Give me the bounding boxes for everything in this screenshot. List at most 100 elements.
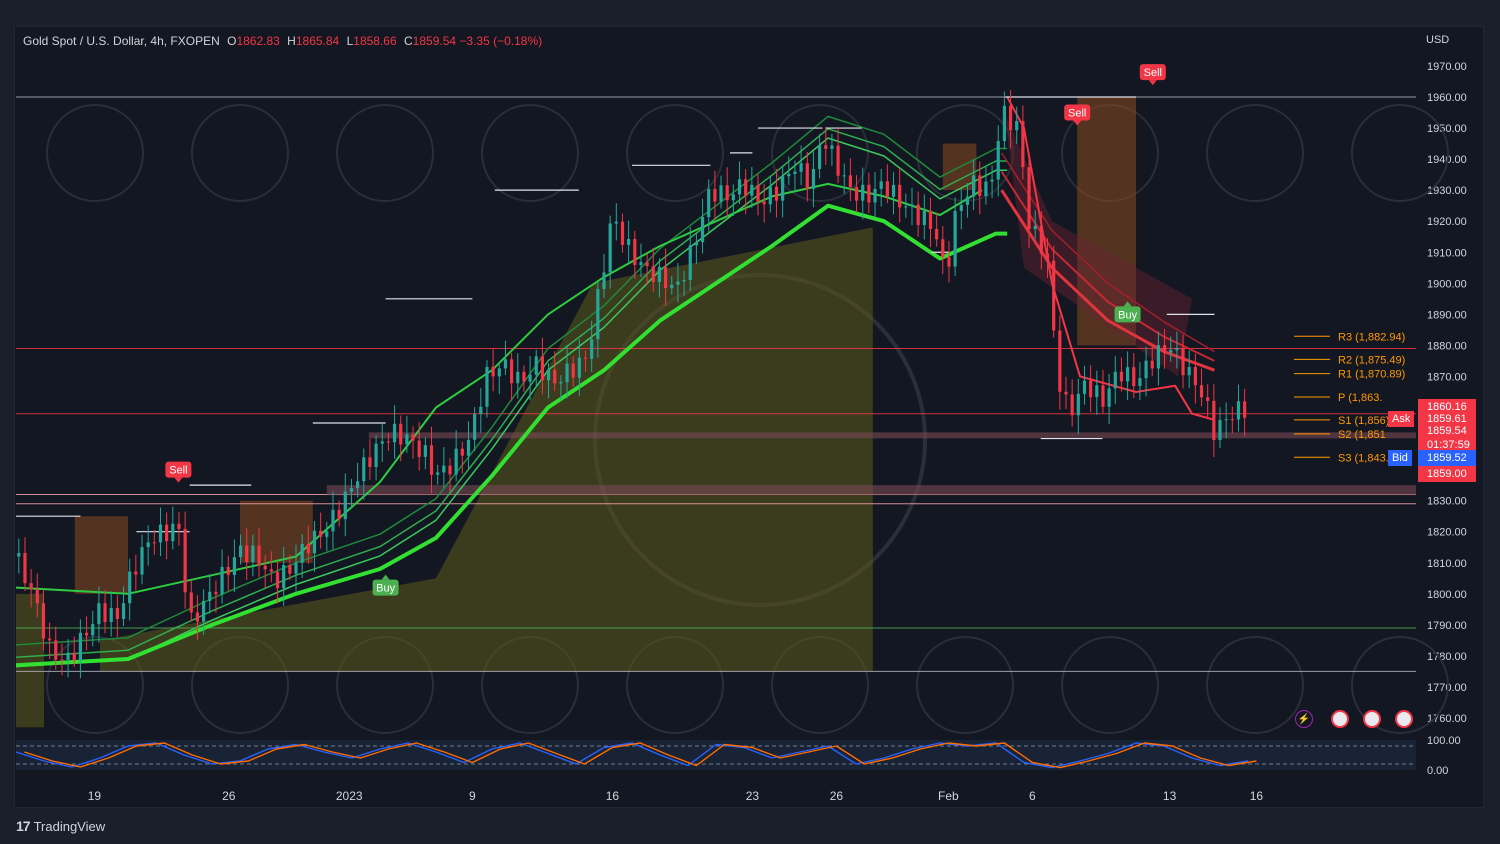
candle-body (756, 184, 760, 202)
pivot-label: P (1,863. (1338, 392, 1382, 404)
candle-body (707, 188, 711, 218)
candle-body (1126, 367, 1130, 382)
candle-body (1243, 401, 1247, 418)
change-value: −3.35 (−0.18%) (459, 34, 543, 48)
candle-body (731, 194, 735, 201)
candle-body (189, 592, 193, 613)
y-tick-label: 1810.00 (1427, 558, 1467, 570)
candle-body (423, 445, 427, 457)
candle-body (583, 357, 588, 359)
candle-body (750, 184, 754, 196)
us-flag-icon[interactable] (1363, 710, 1381, 728)
price-tag: 1859.00 (1418, 466, 1476, 483)
candle-body (466, 439, 471, 456)
candle-body (399, 423, 403, 445)
candle-body (540, 356, 544, 381)
candle-body (1175, 347, 1179, 351)
sell-signal[interactable]: Sell (1139, 64, 1166, 86)
candle-body (885, 181, 889, 197)
candle-body (1113, 371, 1117, 389)
candle-body (1027, 167, 1031, 230)
candle-body (312, 530, 317, 554)
ema-ribbon-line (15, 137, 1008, 668)
candle-body (1236, 401, 1241, 420)
candle-body (1045, 253, 1050, 261)
candle-body (873, 188, 877, 203)
candle-body (805, 163, 809, 189)
candle-body (362, 457, 366, 482)
y-tick-label: 1890.00 (1427, 309, 1467, 321)
candle-body (516, 371, 520, 384)
candle-body (158, 524, 163, 543)
shaded-zone (74, 516, 128, 594)
y-tick-label: 1870.00 (1427, 371, 1467, 383)
candle-body (497, 368, 501, 377)
ema-long-line (15, 203, 1008, 668)
candle-body (1089, 380, 1093, 398)
candle-body (214, 591, 218, 595)
candle-body (429, 445, 434, 475)
price-tag: 1859.52 (1418, 449, 1476, 466)
candle-body (220, 566, 224, 595)
candle-body (1070, 394, 1074, 416)
sell-signal[interactable]: Sell (165, 461, 192, 483)
brand-name: TradingView (33, 818, 106, 834)
candle-body (115, 607, 119, 620)
tv-logo-icon: 17 (16, 818, 31, 834)
candle-body (17, 552, 21, 557)
tradingview-logo[interactable]: 17 TradingView (16, 818, 105, 834)
y-tick-label: 1970.00 (1427, 61, 1467, 73)
buy-signal[interactable]: Buy (1114, 301, 1141, 323)
us-flag-icon[interactable] (1395, 710, 1413, 728)
candle-body (1169, 350, 1173, 353)
ohlc-legend: Gold Spot / U.S. Dollar, 4h, FXOPEN O186… (23, 34, 542, 48)
sell-signal[interactable]: Sell (1064, 104, 1091, 126)
candle-body (165, 524, 169, 542)
candle-body (559, 382, 563, 384)
candle-body (386, 441, 390, 443)
candle-body (534, 356, 538, 375)
watermark-seal (336, 104, 434, 202)
oscillator-d-line (24, 742, 1257, 769)
candle-body (590, 339, 594, 359)
candle-body (842, 175, 846, 177)
candle-body (448, 465, 452, 475)
signal-label: Sell (1144, 67, 1162, 79)
currency-label: USD (1426, 34, 1450, 46)
candle-body (152, 542, 156, 544)
oscillator-axis-label: 100.00 (1427, 735, 1461, 747)
candle-body (417, 440, 421, 457)
candle-body (245, 545, 249, 563)
candle-body (356, 481, 360, 489)
candle-body (972, 175, 976, 197)
candle-body (331, 509, 335, 532)
watermark-seal (916, 636, 1014, 734)
candle-body (282, 565, 286, 589)
candle-body (1132, 367, 1136, 387)
candle-body (984, 181, 988, 197)
symbol-title: Gold Spot / U.S. Dollar, 4h, FXOPEN (23, 34, 220, 48)
y-tick-label: 1910.00 (1427, 247, 1467, 259)
x-tick-label: 16 (1250, 789, 1264, 803)
ema-ribbon-line (15, 128, 1008, 659)
candle-body (627, 239, 631, 245)
buy-signal[interactable]: Buy (372, 574, 399, 596)
candle-body (836, 145, 840, 176)
candle-body (29, 583, 33, 590)
candle-body (935, 229, 939, 240)
candle-body (171, 523, 175, 542)
candle-body (405, 434, 409, 445)
candle-body (1218, 420, 1222, 441)
x-tick-label: 2023 (336, 789, 363, 803)
open-value: 1862.83 (236, 34, 280, 48)
candle-body (294, 562, 298, 574)
lightning-icon[interactable]: ⚡ (1295, 710, 1313, 728)
candle-body (1021, 120, 1025, 168)
pivot-label: R3 (1,882.94) (1338, 331, 1405, 343)
candle-body (639, 262, 643, 265)
close-label: C (404, 34, 413, 48)
candle-body (953, 210, 957, 267)
candle-body (1002, 105, 1006, 142)
us-flag-icon[interactable] (1331, 710, 1349, 728)
